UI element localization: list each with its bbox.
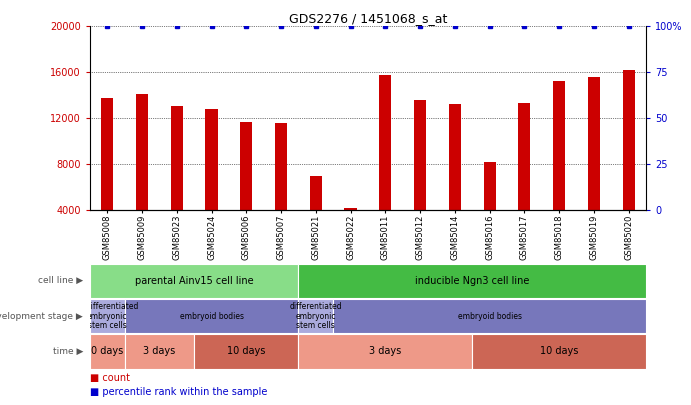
Bar	[310, 176, 322, 210]
Text: time ▶: time ▶	[53, 347, 83, 356]
Bar	[472, 334, 646, 369]
Bar	[448, 104, 461, 210]
Bar	[414, 100, 426, 210]
Bar	[240, 122, 252, 210]
Bar	[90, 299, 124, 333]
Bar	[484, 162, 495, 210]
Text: differentiated
embryonic
stem cells: differentiated embryonic stem cells	[290, 302, 342, 330]
Text: ■ percentile rank within the sample: ■ percentile rank within the sample	[90, 387, 267, 397]
Text: 3 days: 3 days	[143, 346, 176, 356]
Text: 10 days: 10 days	[540, 346, 578, 356]
Bar	[275, 123, 287, 210]
Text: parental Ainv15 cell line: parental Ainv15 cell line	[135, 276, 254, 286]
Bar	[333, 299, 646, 333]
Text: development stage ▶: development stage ▶	[0, 311, 83, 321]
Bar	[124, 334, 194, 369]
Text: 3 days: 3 days	[369, 346, 401, 356]
Bar	[101, 98, 113, 210]
Text: undifferentiated
embryonic
stem cells: undifferentiated embryonic stem cells	[76, 302, 138, 330]
Text: 0 days: 0 days	[91, 346, 123, 356]
Text: ■ count: ■ count	[90, 373, 130, 383]
Bar	[379, 75, 391, 210]
Bar	[299, 334, 472, 369]
Text: 10 days: 10 days	[227, 346, 265, 356]
Text: inducible Ngn3 cell line: inducible Ngn3 cell line	[415, 276, 529, 286]
Bar	[124, 299, 299, 333]
Text: embryoid bodies: embryoid bodies	[180, 311, 243, 321]
Bar	[518, 103, 531, 210]
Title: GDS2276 / 1451068_s_at: GDS2276 / 1451068_s_at	[289, 12, 447, 25]
Bar	[171, 106, 183, 210]
Bar	[623, 70, 635, 210]
Bar	[136, 94, 148, 210]
Bar	[194, 334, 299, 369]
Bar	[205, 109, 218, 210]
Text: cell line ▶: cell line ▶	[38, 276, 83, 286]
Bar	[299, 299, 333, 333]
Bar	[90, 264, 299, 298]
Bar	[588, 77, 600, 210]
Bar	[299, 264, 646, 298]
Bar	[553, 81, 565, 210]
Text: embryoid bodies: embryoid bodies	[457, 311, 522, 321]
Bar	[90, 334, 124, 369]
Bar	[345, 208, 357, 210]
